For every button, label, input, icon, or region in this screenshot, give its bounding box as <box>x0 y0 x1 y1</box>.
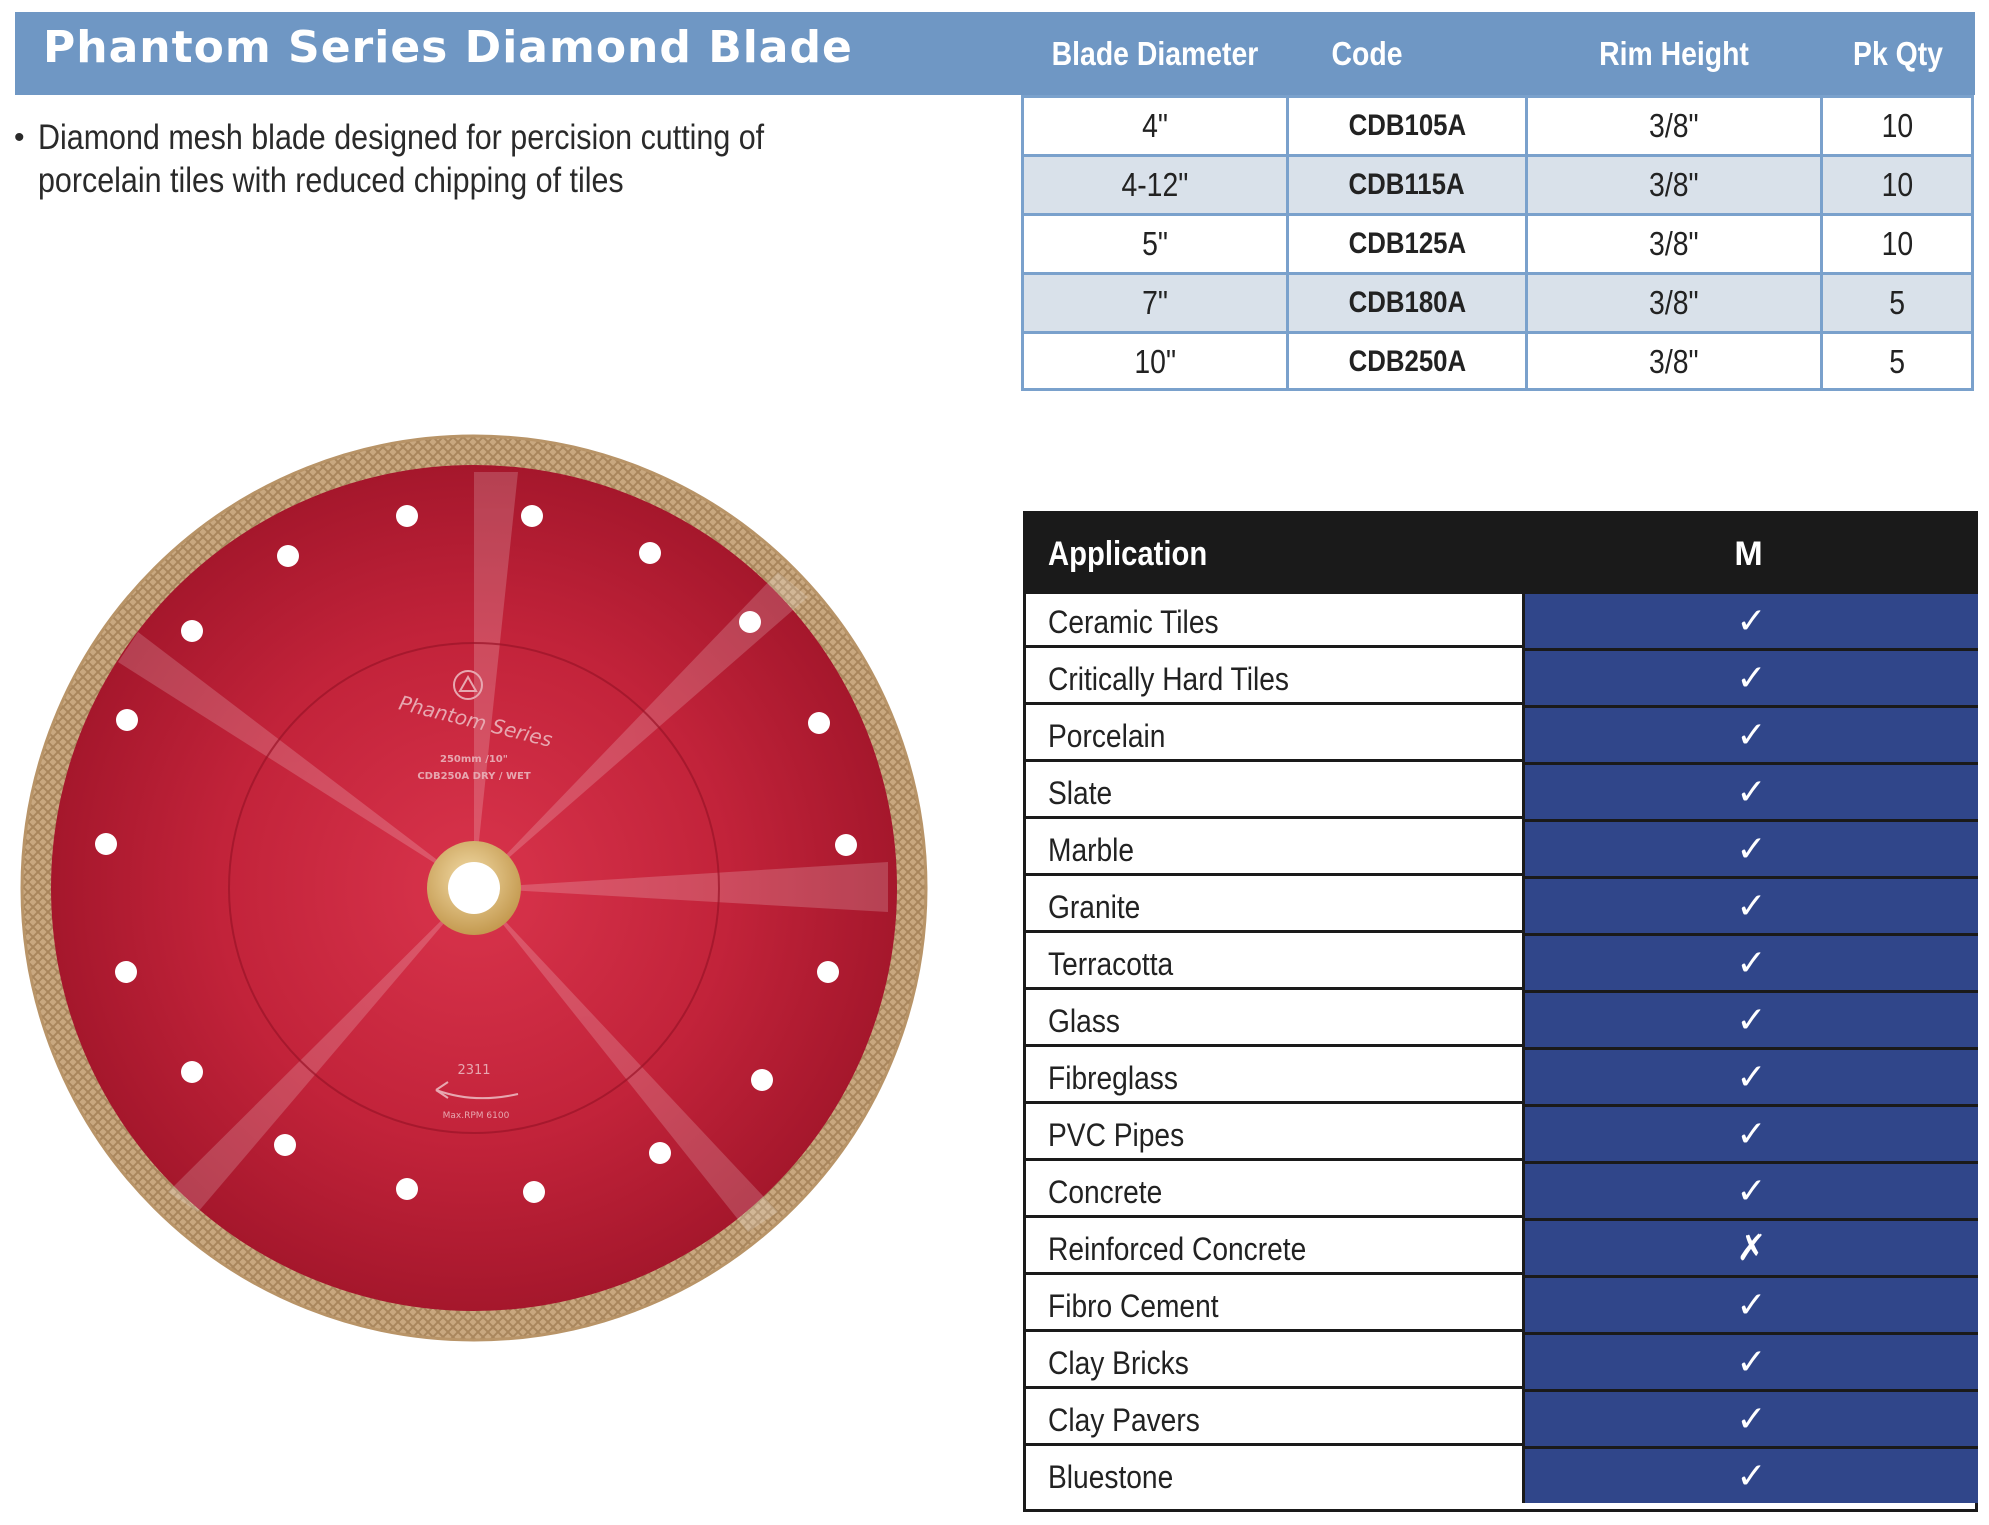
table-row: Glass ✓ <box>1026 993 1978 1050</box>
application-label: Glass <box>1026 993 1522 1047</box>
check-icon: ✓ <box>1522 708 1978 765</box>
column-header-blade-diameter: Blade Diameter <box>1051 35 1259 72</box>
application-label: Terracotta <box>1026 936 1522 990</box>
check-icon: ✓ <box>1522 822 1978 879</box>
check-icon: ✓ <box>1522 1050 1978 1107</box>
table-row: Porcelain ✓ <box>1026 708 1978 765</box>
application-label: Fibreglass <box>1026 1050 1522 1104</box>
blade-rpm-text: Max.RPM 6100 <box>443 1111 510 1121</box>
blade-code-text: CDB250A DRY / WET <box>417 771 531 782</box>
pk-qty-cell: 5 <box>1820 334 1971 390</box>
table-row: Clay Pavers ✓ <box>1026 1392 1978 1449</box>
brand-logo-icon <box>453 670 483 700</box>
pk-qty-cell: 10 <box>1820 216 1971 272</box>
spec-table: 4" CDB105A 3/8" 10 4-12" CDB115A 3/8" 10… <box>1021 95 1974 391</box>
application-label: PVC Pipes <box>1026 1107 1522 1161</box>
application-label: Marble <box>1026 822 1522 876</box>
table-row: Granite ✓ <box>1026 879 1978 936</box>
table-row: Clay Bricks ✓ <box>1026 1335 1978 1392</box>
table-row: Ceramic Tiles ✓ <box>1026 594 1978 651</box>
column-header-pk-qty: Pk Qty <box>1853 35 1943 72</box>
diameter-cell: 4-12" <box>1121 166 1189 203</box>
check-icon: ✓ <box>1522 936 1978 993</box>
check-icon: ✓ <box>1522 1335 1978 1392</box>
application-label: Critically Hard Tiles <box>1026 651 1522 705</box>
check-icon: ✓ <box>1522 651 1978 708</box>
application-label: Porcelain <box>1026 708 1522 762</box>
rotation-arrow-icon <box>435 1081 519 1100</box>
diameter-cell: 5" <box>1142 225 1168 262</box>
pk-qty-cell: 10 <box>1820 98 1971 154</box>
code-cell: CDB105A <box>1286 98 1525 154</box>
cooling-holes <box>95 505 857 1203</box>
table-row: 7" CDB180A 3/8" 5 <box>1024 275 1971 334</box>
diamond-blade-image: Phantom Series 250mm /10" CDB250A DRY / … <box>20 434 928 1342</box>
diameter-cell: 7" <box>1142 284 1168 321</box>
rim-height-cell: 3/8" <box>1525 98 1820 154</box>
arbor-hole <box>448 862 500 914</box>
rim-height-cell: 3/8" <box>1525 216 1820 272</box>
check-icon: ✓ <box>1522 1107 1978 1164</box>
table-row: Terracotta ✓ <box>1026 936 1978 993</box>
table-row: 4" CDB105A 3/8" 10 <box>1024 98 1971 157</box>
product-description: • Diamond mesh blade designed for percis… <box>14 116 1014 202</box>
column-header-rim-height: Rim Height <box>1599 35 1749 72</box>
column-header-application: Application <box>1048 535 1208 573</box>
table-row: Concrete ✓ <box>1026 1164 1978 1221</box>
table-row: Reinforced Concrete ✗ <box>1026 1221 1978 1278</box>
bullet-icon: • <box>14 121 25 154</box>
column-header-code: Code <box>1331 35 1403 72</box>
application-label: Reinforced Concrete <box>1026 1221 1522 1275</box>
code-cell: CDB125A <box>1286 216 1525 272</box>
application-label: Granite <box>1026 879 1522 933</box>
check-icon: ✓ <box>1522 594 1978 651</box>
blade-sheen <box>118 472 888 1232</box>
check-icon: ✓ <box>1522 1278 1978 1335</box>
check-icon: ✓ <box>1522 1449 1978 1503</box>
page-title: Phantom Series Diamond Blade <box>43 22 853 73</box>
table-row: PVC Pipes ✓ <box>1026 1107 1978 1164</box>
pk-qty-cell: 5 <box>1820 275 1971 331</box>
code-cell: CDB180A <box>1286 275 1525 331</box>
rim-height-cell: 3/8" <box>1525 157 1820 213</box>
table-row: 4-12" CDB115A 3/8" 10 <box>1024 157 1971 216</box>
application-table: Application M Ceramic Tiles ✓ Critically… <box>1023 511 1978 1512</box>
check-icon: ✓ <box>1522 993 1978 1050</box>
check-icon: ✓ <box>1522 1392 1978 1449</box>
rim-height-cell: 3/8" <box>1525 275 1820 331</box>
description-text: Diamond mesh blade designed for percisio… <box>38 118 765 200</box>
table-row: 10" CDB250A 3/8" 5 <box>1024 334 1971 393</box>
blade-batch-text: 2311 <box>457 1063 490 1078</box>
table-row: Critically Hard Tiles ✓ <box>1026 651 1978 708</box>
check-icon: ✓ <box>1522 765 1978 822</box>
table-row: 5" CDB125A 3/8" 10 <box>1024 216 1971 275</box>
check-icon: ✓ <box>1522 1164 1978 1221</box>
table-row: Fibreglass ✓ <box>1026 1050 1978 1107</box>
check-icon: ✓ <box>1522 879 1978 936</box>
table-row: Fibro Cement ✓ <box>1026 1278 1978 1335</box>
application-label: Ceramic Tiles <box>1026 594 1522 648</box>
column-header-m: M <box>1734 535 1763 573</box>
diameter-cell: 4" <box>1142 107 1168 144</box>
rim-height-cell: 3/8" <box>1525 334 1820 390</box>
blade-size-text: 250mm /10" <box>440 754 508 765</box>
application-label: Clay Bricks <box>1026 1335 1522 1389</box>
application-label: Fibro Cement <box>1026 1278 1522 1332</box>
code-cell: CDB115A <box>1286 157 1525 213</box>
application-table-header: Application M <box>1026 514 1975 594</box>
table-row: Bluestone ✓ <box>1026 1449 1978 1506</box>
header-bar: Phantom Series Diamond Blade Blade Diame… <box>15 12 1975 95</box>
application-label: Concrete <box>1026 1164 1522 1218</box>
diameter-cell: 10" <box>1134 343 1176 380</box>
application-label: Clay Pavers <box>1026 1392 1522 1446</box>
cross-icon: ✗ <box>1522 1221 1978 1278</box>
code-cell: CDB250A <box>1286 334 1525 390</box>
table-row: Marble ✓ <box>1026 822 1978 879</box>
application-label: Bluestone <box>1026 1449 1522 1503</box>
pk-qty-cell: 10 <box>1820 157 1971 213</box>
application-label: Slate <box>1026 765 1522 819</box>
table-row: Slate ✓ <box>1026 765 1978 822</box>
